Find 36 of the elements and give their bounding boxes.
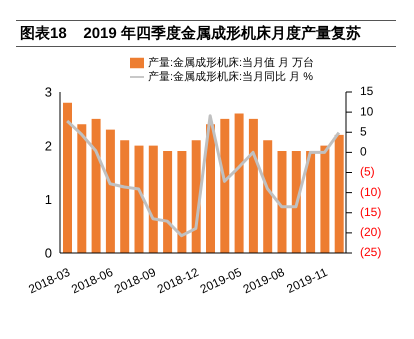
legend-label: 产量:金属成形机床:当月值 月 万台 bbox=[148, 56, 314, 69]
bar bbox=[206, 124, 215, 253]
y-tick-label: 3 bbox=[44, 84, 52, 100]
bar bbox=[248, 118, 258, 253]
bar bbox=[306, 151, 316, 253]
bar bbox=[334, 134, 344, 253]
bar bbox=[220, 118, 230, 253]
bar bbox=[77, 124, 86, 253]
y2-tick-label: (25) bbox=[360, 245, 382, 260]
bar bbox=[63, 102, 72, 253]
legend-label: 产量:金属成形机床:当月同比 月 % bbox=[148, 70, 314, 83]
bar bbox=[263, 140, 272, 253]
bar bbox=[106, 130, 115, 253]
bar bbox=[292, 151, 301, 253]
chart-title: 图表18 2019 年四季度金属成形机床月度产量复苏 bbox=[16, 20, 396, 47]
y-tick-label: 0 bbox=[44, 246, 52, 261]
y2-tick-label: 10 bbox=[360, 104, 374, 118]
y2-tick-label: 0 bbox=[360, 144, 367, 159]
y-tick-label: 1 bbox=[44, 192, 52, 207]
bar bbox=[120, 140, 130, 253]
y-tick-label: 2 bbox=[44, 138, 52, 154]
y2-tick-label: 15 bbox=[360, 84, 374, 98]
bar bbox=[134, 146, 144, 253]
line-series bbox=[66, 114, 340, 238]
y2-tick-label: 5 bbox=[360, 124, 367, 138]
bar bbox=[234, 113, 244, 253]
bar bbox=[278, 151, 286, 253]
y2-tick-label: (10) bbox=[360, 184, 382, 199]
y2-tick-label: (5) bbox=[360, 164, 375, 179]
bar bbox=[320, 146, 330, 253]
bar bbox=[148, 146, 158, 253]
y2-tick-label: (15) bbox=[360, 204, 382, 219]
bar bbox=[163, 151, 172, 253]
bar bbox=[177, 151, 186, 253]
y2-tick-label: (20) bbox=[360, 225, 382, 240]
bar bbox=[92, 118, 101, 253]
